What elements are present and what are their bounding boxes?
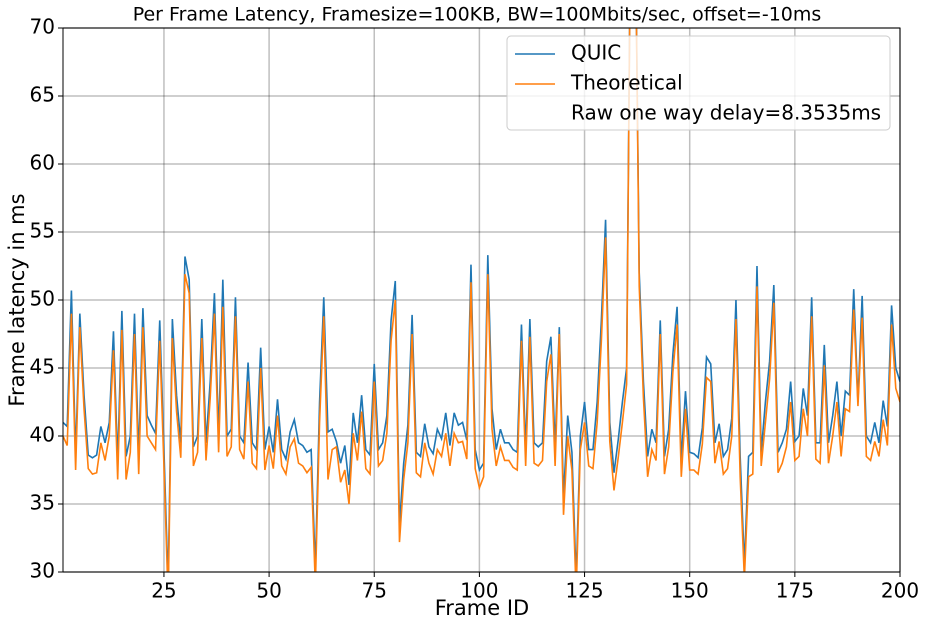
y-tick-label: 45 (30, 355, 55, 379)
x-tick-label: 150 (671, 579, 709, 603)
legend-label: QUIC (571, 41, 621, 65)
y-tick-label: 40 (30, 423, 55, 447)
x-tick-label: 75 (362, 579, 387, 603)
x-tick-label: 175 (776, 579, 814, 603)
y-axis-label: Frame latency in ms (5, 193, 29, 406)
y-tick-label: 70 (30, 15, 55, 39)
x-tick-label: 25 (151, 579, 176, 603)
x-axis-label: Frame ID (435, 596, 529, 620)
y-tick-label: 35 (30, 491, 55, 515)
y-tick-label: 55 (30, 219, 55, 243)
data-line (63, 28, 900, 572)
legend-box (506, 35, 891, 131)
y-tick-label: 65 (30, 83, 55, 107)
y-tick-label: 30 (30, 559, 55, 583)
legend-label: Theoretical (570, 71, 683, 95)
x-tick-label: 50 (256, 579, 281, 603)
plot-frame (62, 27, 901, 573)
x-tick-label: 125 (565, 579, 603, 603)
y-tick-label: 60 (30, 151, 55, 175)
legend: QUIC Theoretical Raw one way delay=8.3535m… (506, 35, 891, 131)
chart-title: Per Frame Latency, Framesize=100KB, BW=1… (133, 4, 822, 26)
y-tick-label: 50 (30, 287, 55, 311)
x-tick-label: 100 (460, 579, 498, 603)
legend-annotation: Raw one way delay=8.3535ms (571, 101, 881, 125)
x-tick-label: 200 (881, 579, 919, 603)
